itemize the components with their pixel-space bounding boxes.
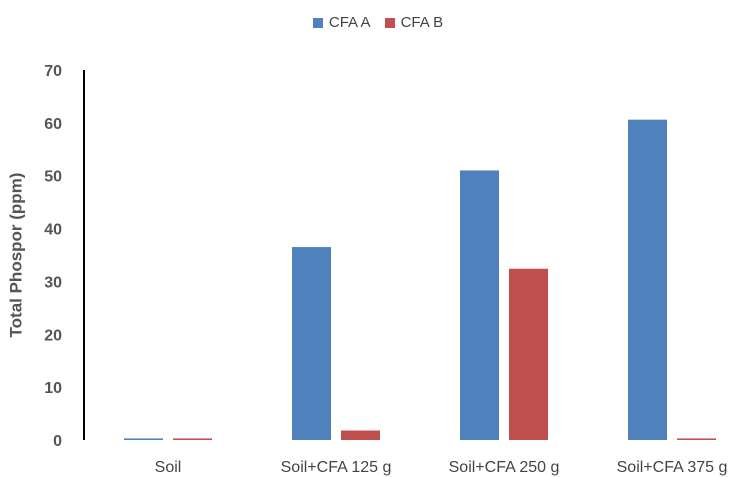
bar-cfa-a-1 (292, 247, 331, 440)
bar-cfa-b-3 (677, 438, 716, 440)
bar-cfa-a-2 (460, 170, 499, 440)
x-tick-label: Soil+CFA 125 g (281, 459, 392, 476)
bar-cfa-b-0 (173, 438, 212, 440)
bar-cfa-b-2 (509, 268, 548, 440)
y-tick-label: 40 (44, 222, 62, 239)
legend-label-cfa-b: CFA B (400, 14, 444, 31)
y-tick-label: 50 (44, 169, 62, 186)
y-tick-label: 20 (44, 327, 62, 344)
bar-cfa-b-1 (341, 430, 380, 440)
bar-cfa-a-3 (628, 119, 667, 440)
y-tick-label: 10 (44, 380, 62, 397)
legend-swatch-cfa-b (384, 17, 395, 28)
y-tick-label: 0 (53, 433, 62, 450)
chart-legend: CFA A CFA B (0, 14, 756, 31)
x-tick-label: Soil+CFA 250 g (449, 459, 560, 476)
x-tick-label: Soil+CFA 375 g (617, 459, 728, 476)
legend-label-cfa-a: CFA A (328, 14, 371, 31)
legend-item-cfa-b: CFA B (384, 14, 444, 31)
y-tick-label: 60 (44, 116, 62, 133)
legend-swatch-cfa-a (312, 17, 323, 28)
x-tick-label: Soil (155, 459, 182, 476)
y-tick-label: 30 (44, 274, 62, 291)
bar-cfa-a-0 (124, 438, 163, 440)
y-tick-label: 70 (44, 63, 62, 80)
legend-item-cfa-a: CFA A (312, 14, 371, 31)
